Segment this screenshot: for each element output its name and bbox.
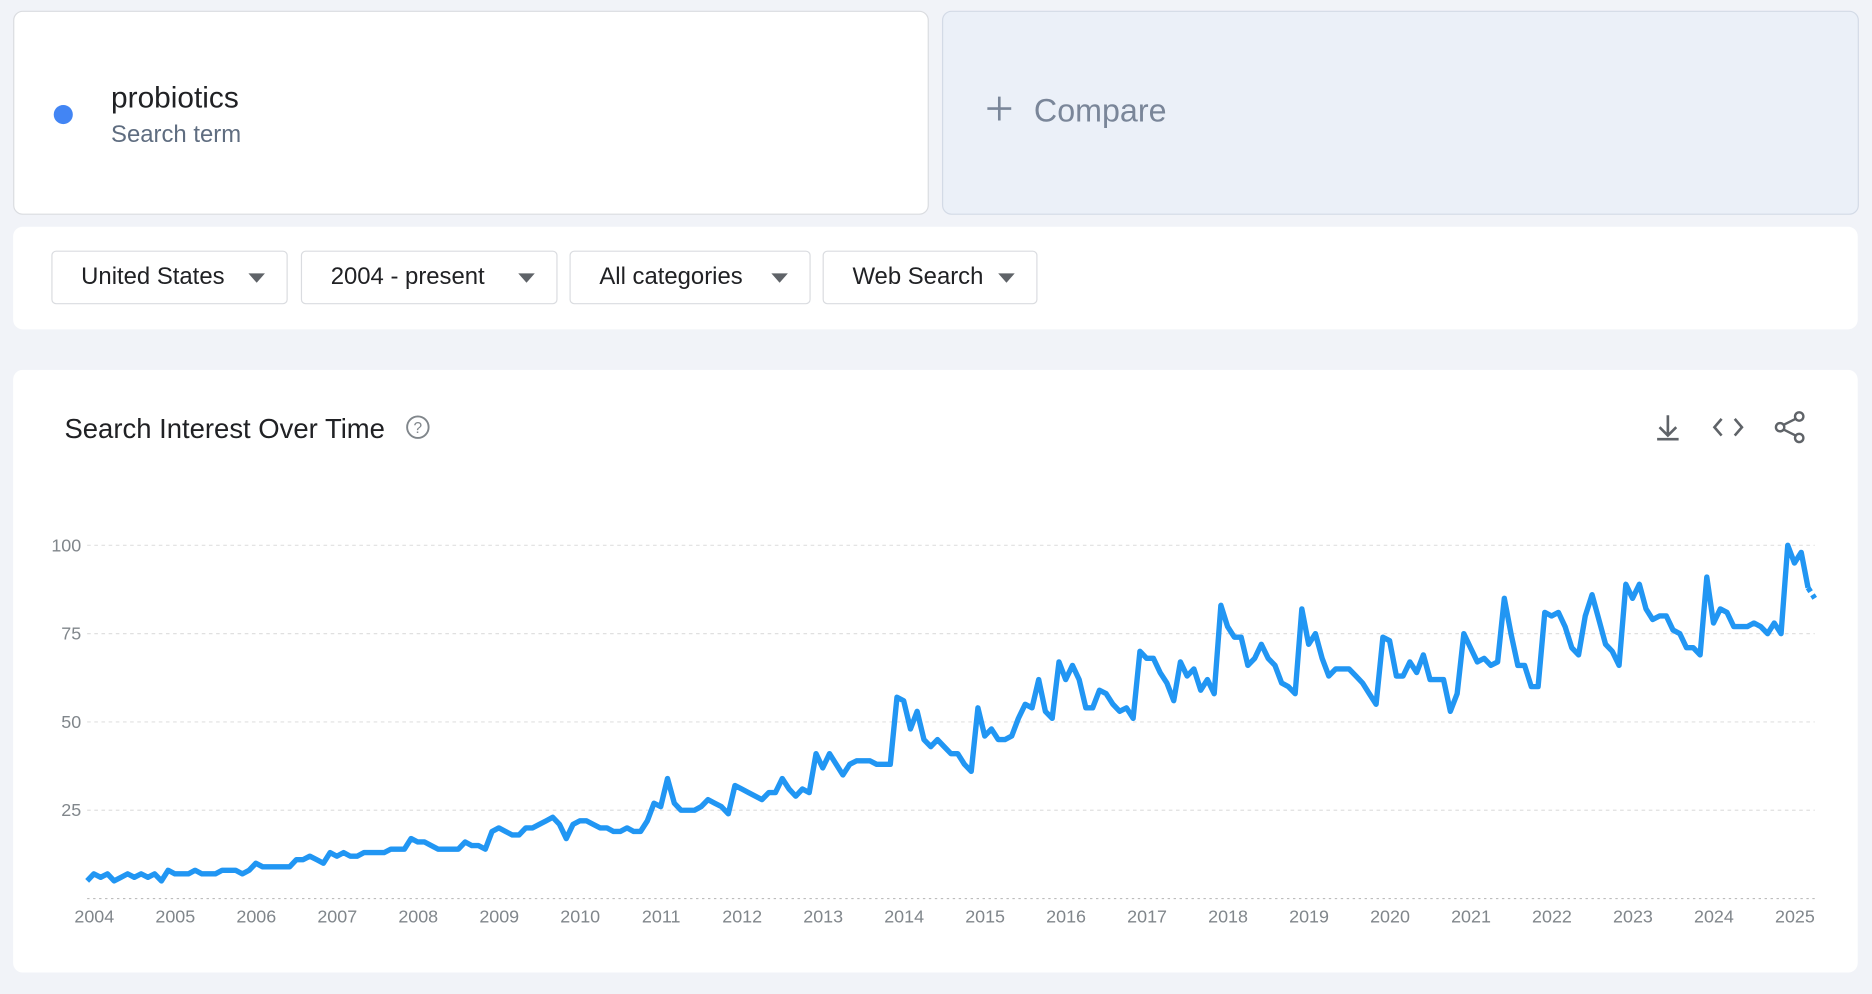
x-tick-label: 2011 xyxy=(642,906,681,926)
caret xyxy=(998,273,1015,283)
filter-label: United States xyxy=(81,263,225,290)
x-tick-label: 2013 xyxy=(803,906,843,926)
caret xyxy=(771,273,788,283)
y-tick-label: 75 xyxy=(61,624,81,644)
compare-card[interactable]: Compare xyxy=(941,10,1859,215)
x-tick-label: 2007 xyxy=(317,906,357,926)
y-tick-label: 100 xyxy=(51,535,81,555)
x-tick-label: 2025 xyxy=(1775,906,1815,926)
x-tick-label: 2020 xyxy=(1370,906,1410,926)
filter-button[interactable]: 2004 - present xyxy=(300,250,558,305)
filter-button[interactable]: United States xyxy=(51,250,288,305)
filter-bar: United States 2004 - present All categor… xyxy=(13,226,1858,330)
y-tick-label: 25 xyxy=(61,800,81,820)
chart: ? 25 50 75 100 2004 2005 2006 2007 2008 2009 2010 2… xyxy=(51,411,1818,926)
svg-text:?: ? xyxy=(414,420,423,437)
filter-label: Web Search xyxy=(852,263,984,290)
term-type: Search term xyxy=(111,121,242,148)
x-tick-label: 2019 xyxy=(1289,906,1329,926)
x-tick-label: 2018 xyxy=(1208,906,1248,926)
x-tick-label: 2006 xyxy=(236,906,276,926)
x-tick-label: 2005 xyxy=(155,906,195,926)
term-card[interactable]: probiotics Search term xyxy=(13,10,929,215)
plus-icon xyxy=(987,96,1012,121)
term-dot xyxy=(53,105,73,125)
help-icon[interactable]: ? xyxy=(406,415,430,439)
download-icon[interactable] xyxy=(1657,415,1679,441)
caret xyxy=(248,273,266,283)
caret xyxy=(518,273,535,283)
filter-label: 2004 - present xyxy=(330,263,485,290)
x-tick-label: 2021 xyxy=(1451,906,1491,926)
x-tick-label: 2022 xyxy=(1532,906,1572,926)
x-tick-label: 2015 xyxy=(965,906,1005,926)
x-tick-label: 2008 xyxy=(398,906,438,926)
x-tick-label: 2010 xyxy=(560,906,600,926)
share-icon[interactable] xyxy=(1774,411,1805,444)
filter-label: All categories xyxy=(599,263,743,290)
x-tick-label: 2009 xyxy=(479,906,519,926)
trend-line xyxy=(85,542,1811,884)
filter-button[interactable]: Web Search xyxy=(822,250,1038,305)
partial-data-line xyxy=(1805,586,1818,600)
x-tick-label: 2023 xyxy=(1613,906,1653,926)
x-tick-label: 2024 xyxy=(1694,906,1734,926)
x-tick-label: 2012 xyxy=(722,906,762,926)
y-tick-label: 50 xyxy=(61,712,81,732)
embed-icon[interactable] xyxy=(1712,417,1744,437)
chart-title: Search Interest Over Time xyxy=(64,412,385,444)
x-tick-label: 2017 xyxy=(1127,906,1167,926)
chart-card: Search Interest Over Time ? 25 50 75 100 200… xyxy=(13,369,1858,973)
x-tick-label: 2004 xyxy=(74,906,114,926)
filter-button[interactable]: All categories xyxy=(569,250,811,305)
term-name: probiotics xyxy=(111,81,239,115)
x-tick-label: 2016 xyxy=(1046,906,1086,926)
x-tick-label: 2014 xyxy=(884,906,924,926)
compare-label: Compare xyxy=(1033,93,1167,129)
